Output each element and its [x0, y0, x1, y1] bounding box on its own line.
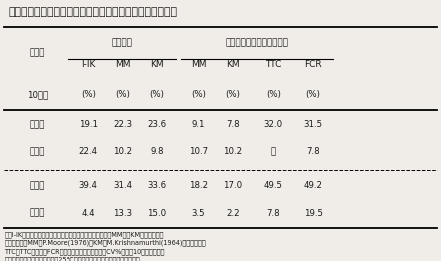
Text: (%): (%) [306, 90, 321, 99]
Text: 10系統: 10系統 [27, 90, 48, 99]
Text: 23.6: 23.6 [147, 120, 167, 129]
Text: 9.1: 9.1 [192, 120, 205, 129]
Text: 注）I-IK：ヨードヨード゛加染色による成熟花粉の百分率．MM及びKM：いずれも人
工発芽法で，MMはP.Moore(1976)，KMはM.Krishnamur: 注）I-IK：ヨードヨード゛加染色による成熟花粉の百分率．MM及びKM：いずれも… [4, 231, 206, 261]
Text: KM: KM [150, 60, 164, 69]
Text: 7.8: 7.8 [306, 147, 320, 156]
Text: 17.0: 17.0 [223, 181, 243, 190]
Text: 32.0: 32.0 [264, 120, 283, 129]
Text: 49.5: 49.5 [264, 181, 283, 190]
Text: 31.5: 31.5 [303, 120, 323, 129]
Text: 22.4: 22.4 [78, 147, 98, 156]
Text: 33.6: 33.6 [147, 181, 167, 190]
Text: 39.4: 39.4 [78, 181, 98, 190]
Text: －: － [271, 147, 276, 156]
Text: 49.2: 49.2 [303, 181, 323, 190]
Text: 19.1: 19.1 [78, 120, 98, 129]
Text: 18.2: 18.2 [189, 181, 208, 190]
Text: 15.0: 15.0 [147, 209, 167, 218]
Text: (%): (%) [81, 90, 96, 99]
Text: 7.8: 7.8 [226, 120, 239, 129]
Text: (%): (%) [225, 90, 240, 99]
Text: 10.7: 10.7 [189, 147, 208, 156]
Text: 13.3: 13.3 [113, 209, 132, 218]
Text: 7.8: 7.8 [267, 209, 280, 218]
Text: MM: MM [191, 60, 206, 69]
Text: (%): (%) [149, 90, 164, 99]
Text: MM: MM [115, 60, 131, 69]
Text: FCR: FCR [304, 60, 322, 69]
Text: 9.8: 9.8 [150, 147, 164, 156]
Text: 最大値: 最大値 [30, 181, 45, 190]
Text: 平均値: 平均値 [30, 120, 45, 129]
Text: 新鮮花粉: 新鮮花粉 [112, 38, 133, 47]
Text: 3.5: 3.5 [192, 209, 205, 218]
Text: 31.4: 31.4 [113, 181, 132, 190]
Text: 表２　各評価法による新鮮時及び３か月貯蔵後の花粉稔性: 表２ 各評価法による新鮮時及び３か月貯蔵後の花粉稔性 [9, 7, 178, 16]
Text: 最小値: 最小値 [30, 209, 45, 218]
Text: 10.2: 10.2 [223, 147, 243, 156]
Text: TTC: TTC [265, 60, 282, 69]
Text: 供　試: 供 試 [30, 48, 45, 57]
Text: 4.4: 4.4 [82, 209, 95, 218]
Text: 19.5: 19.5 [303, 209, 323, 218]
Text: 2.2: 2.2 [226, 209, 239, 218]
Text: (%): (%) [115, 90, 130, 99]
Text: (%): (%) [266, 90, 281, 99]
Text: KM: KM [226, 60, 239, 69]
Text: 22.3: 22.3 [113, 120, 132, 129]
Text: (%): (%) [191, 90, 206, 99]
Text: 10.2: 10.2 [113, 147, 132, 156]
Text: ＣＶ％: ＣＶ％ [30, 147, 45, 156]
Text: 貯蔵花粉（３か月貯蔵後）: 貯蔵花粉（３か月貯蔵後） [225, 38, 288, 47]
Text: I-IK: I-IK [81, 60, 95, 69]
